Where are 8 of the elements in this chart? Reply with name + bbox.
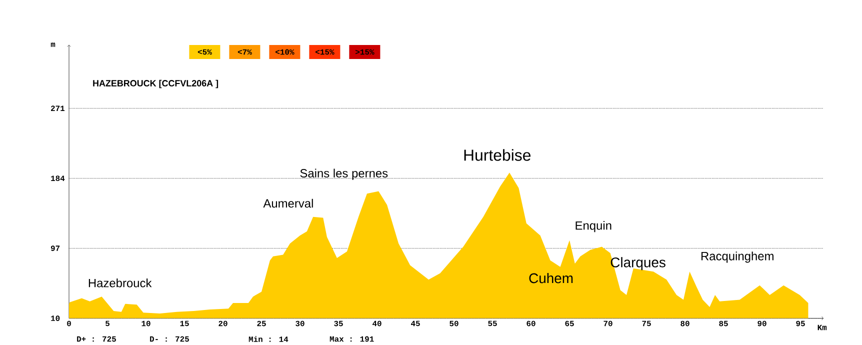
annotation: Hurtebise	[464, 149, 531, 161]
annotation: Sains les pernes	[300, 168, 388, 180]
annotation: Enquin	[576, 221, 612, 232]
annotation: Cuhem	[529, 272, 573, 284]
text: HAZEBROUCK [CCFVL206A ]	[93, 80, 218, 88]
annotation: Aumerval	[263, 198, 313, 208]
annotation: Racquinghem	[701, 252, 774, 263]
annotation: Hazebrouck	[88, 278, 152, 288]
